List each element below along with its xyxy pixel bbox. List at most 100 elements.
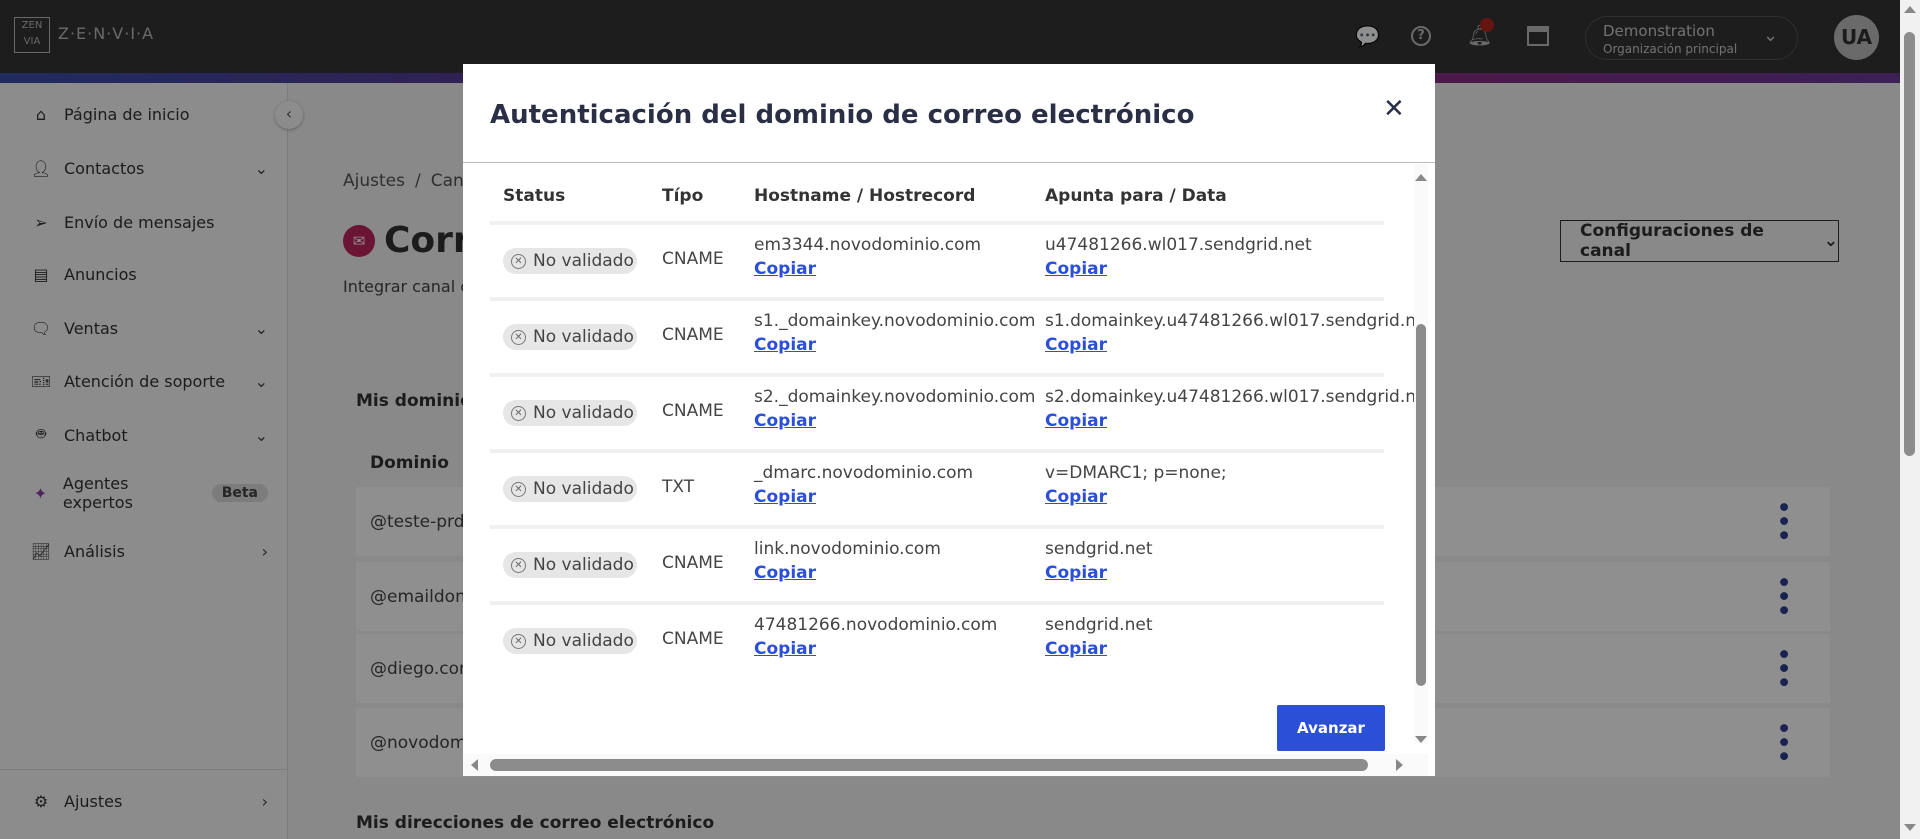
collapse-sidebar-button[interactable]: ‹	[275, 101, 303, 129]
copy-hostname-link[interactable]: Copiar	[754, 487, 817, 507]
x-circle-icon: ✕	[511, 481, 526, 497]
copy-data-link[interactable]: Copiar	[1045, 487, 1108, 507]
domain-name: @teste-prd	[370, 511, 465, 532]
zenvia-logo[interactable]: ZEN VIA	[14, 17, 50, 53]
table-header: Status Típo Hostname / Hostrecord Apunta…	[490, 163, 1384, 221]
chevron-down-icon: ⌄	[1763, 25, 1779, 46]
column-header-type: Típo	[662, 186, 704, 206]
data-cell: sendgrid.net Copiar	[1045, 539, 1152, 583]
help-icon[interactable]: ?	[1411, 26, 1431, 46]
domain-name: @diego.com	[370, 658, 476, 679]
hostname-value: s2._domainkey.novodominio.com	[754, 387, 1036, 407]
sidebar-item-analytics[interactable]: 📈︎ Análisis ›	[28, 536, 268, 566]
chevron-down-icon: ⌄	[1823, 231, 1838, 251]
copy-hostname-link[interactable]: Copiar	[754, 335, 817, 355]
org-subtitle: Organización principal	[1603, 42, 1738, 56]
sidebar-item-support[interactable]: 🎫︎ Atención de soporte ⌄	[28, 366, 268, 396]
addresses-section-title: Mis direcciones de correo electrónico	[356, 813, 715, 833]
sidebar-item-chatbot[interactable]: 🤖︎ Chatbot ⌄	[28, 420, 268, 450]
send-icon: ➢	[34, 212, 48, 232]
record-type: TXT	[662, 477, 695, 497]
record-type: CNAME	[662, 553, 724, 573]
next-button[interactable]: Avanzar	[1277, 705, 1385, 751]
scrollbar-thumb[interactable]	[1416, 324, 1426, 686]
scroll-down-arrow[interactable]	[1415, 736, 1427, 743]
table-row: ✕ No validado TXT _dmarc.novodominio.com C…	[490, 449, 1384, 525]
avatar[interactable]: UA	[1834, 15, 1879, 60]
scrollbar-thumb[interactable]	[1904, 32, 1915, 456]
data-value: sendgrid.net	[1045, 539, 1153, 559]
document-icon: ▤	[33, 264, 49, 284]
sidebar-item-ads[interactable]: ▤ Anuncios	[28, 259, 268, 289]
modal-header-divider	[463, 162, 1435, 163]
data-value: sendgrid.net	[1045, 615, 1153, 635]
data-value: v=DMARC1; p=none;	[1045, 463, 1227, 483]
scroll-up-arrow[interactable]	[1904, 6, 1916, 13]
modal-scrollbar-horizontal[interactable]	[463, 754, 1428, 776]
scroll-right-arrow[interactable]	[1396, 759, 1403, 771]
domain-name: @emaildom	[370, 586, 472, 607]
organization-selector[interactable]: Demonstration Organización principal ⌄	[1585, 16, 1798, 60]
sidebar-item-messages[interactable]: ➢ Envío de mensajes	[28, 207, 268, 237]
x-circle-icon: ✕	[511, 557, 526, 573]
table-row: ✕ No validado CNAME em3344.novodominio.co…	[490, 221, 1384, 297]
modal-scrollbar-vertical[interactable]	[1414, 164, 1428, 744]
hostname-cell: s2._domainkey.novodominio.com Copiar	[754, 387, 1035, 431]
sidebar-item-contacts[interactable]: 👤︎ Contactos ⌄	[28, 153, 268, 183]
copy-hostname-link[interactable]: Copiar	[754, 563, 817, 583]
sidebar-item-label: Atención de soporte	[64, 371, 226, 391]
status-text: No validado	[533, 555, 634, 575]
scroll-left-arrow[interactable]	[471, 759, 478, 771]
status-text: No validado	[533, 403, 634, 423]
copy-hostname-link[interactable]: Copiar	[754, 639, 817, 659]
hostname-value: link.novodominio.com	[754, 539, 941, 559]
chevron-down-icon: ⌄	[254, 318, 268, 338]
record-type: CNAME	[662, 325, 724, 345]
breadcrumb-item[interactable]: Ajustes	[343, 171, 405, 191]
sidebar-item-sales[interactable]: 🗨︎ Ventas ⌄	[28, 313, 268, 343]
data-cell: v=DMARC1; p=none; Copiar	[1045, 463, 1227, 507]
copy-hostname-link[interactable]: Copiar	[754, 259, 817, 279]
hostname-value: 47481266.novodominio.com	[754, 615, 998, 635]
x-circle-icon: ✕	[511, 633, 526, 649]
chevron-right-icon: ›	[261, 541, 268, 561]
data-value: u47481266.wl017.sendgrid.net	[1045, 235, 1312, 255]
status-badge: ✕ No validado	[503, 400, 637, 426]
home-icon: ⌂	[35, 104, 47, 124]
channel-settings-label: Configuraciones de canal	[1580, 221, 1764, 261]
breadcrumb-separator: /	[414, 171, 421, 191]
scroll-down-arrow[interactable]	[1904, 824, 1916, 831]
scrollbar-thumb[interactable]	[490, 759, 1368, 771]
chevron-down-icon: ⌄	[254, 425, 268, 445]
sidebar-item-label: Página de inicio	[64, 104, 190, 124]
person-icon: 👤︎	[30, 158, 52, 178]
sidebar-item-label: Contactos	[64, 158, 145, 178]
copy-data-link[interactable]: Copiar	[1045, 563, 1108, 583]
x-circle-icon: ✕	[511, 405, 526, 421]
copy-data-link[interactable]: Copiar	[1045, 335, 1108, 355]
sidebar-item-settings[interactable]: ⚙ Ajustes ›	[28, 786, 268, 816]
chat-help-icon[interactable]: 💬	[1355, 24, 1380, 48]
copy-data-link[interactable]: Copiar	[1045, 639, 1108, 659]
chevron-right-icon: ›	[261, 791, 268, 811]
org-name: Demonstration	[1603, 22, 1715, 40]
inbox-icon[interactable]	[1527, 26, 1549, 46]
copy-hostname-link[interactable]: Copiar	[754, 411, 817, 431]
table-row: ✕ No validado CNAME 47481266.novodominio.…	[490, 601, 1384, 677]
data-cell: s2.domainkey.u47481266.wl017.sendgrid.ne…	[1045, 387, 1414, 431]
channel-settings-dropdown[interactable]: Configuraciones de canal ⌄	[1560, 220, 1839, 262]
ticket-icon: 🎫︎	[30, 371, 52, 391]
sidebar-item-home[interactable]: ⌂ Página de inicio	[28, 99, 268, 129]
sidebar-item-expert-agents[interactable]: ✦ Agentes expertos Beta	[28, 474, 268, 512]
status-text: No validado	[533, 251, 634, 271]
close-icon[interactable]: ✕	[1383, 94, 1405, 124]
hostname-cell: em3344.novodominio.com Copiar	[754, 235, 981, 279]
scroll-up-arrow[interactable]	[1415, 174, 1427, 181]
copy-data-link[interactable]: Copiar	[1045, 259, 1108, 279]
status-badge: ✕ No validado	[503, 248, 637, 274]
page-subtitle: Integrar canal c	[343, 277, 470, 296]
hostname-value: em3344.novodominio.com	[754, 235, 982, 255]
copy-data-link[interactable]: Copiar	[1045, 411, 1108, 431]
page-scrollbar[interactable]	[1900, 0, 1920, 839]
sidebar-item-label: Anuncios	[64, 264, 137, 284]
